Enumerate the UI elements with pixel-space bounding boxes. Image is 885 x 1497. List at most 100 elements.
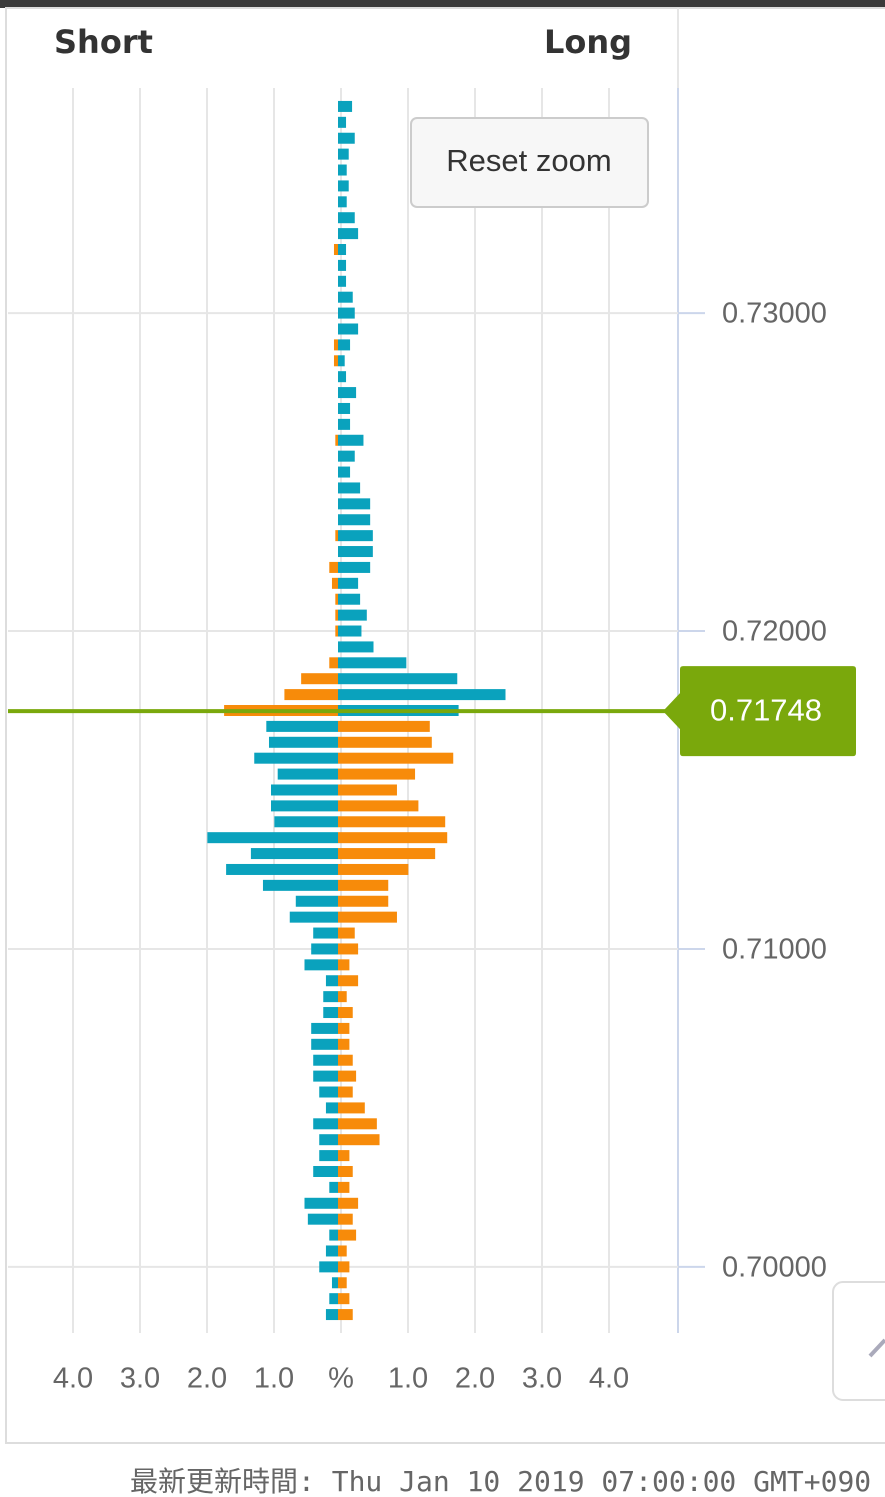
bar bbox=[338, 689, 506, 701]
bar bbox=[338, 593, 361, 605]
x-axis-label: % bbox=[328, 1363, 354, 1395]
bar bbox=[325, 1245, 338, 1257]
long-header: Long bbox=[544, 23, 632, 61]
bar bbox=[338, 1309, 353, 1321]
x-tick-label: 3.0 bbox=[120, 1363, 160, 1395]
bar bbox=[307, 1213, 338, 1225]
bar bbox=[338, 355, 345, 367]
bar bbox=[335, 609, 338, 621]
bar bbox=[338, 577, 359, 589]
bar bbox=[266, 720, 338, 732]
bar bbox=[335, 434, 338, 446]
side-button[interactable] bbox=[832, 1281, 885, 1401]
side-button-box[interactable] bbox=[832, 1281, 885, 1401]
y-tick-label: 0.73000 bbox=[722, 298, 827, 330]
bar bbox=[338, 927, 355, 939]
bar bbox=[333, 355, 338, 367]
bar bbox=[329, 1229, 338, 1241]
bar bbox=[301, 673, 338, 685]
bar bbox=[304, 1197, 338, 1209]
bar bbox=[338, 1165, 353, 1177]
x-tick-label: 1.0 bbox=[254, 1363, 294, 1395]
bar bbox=[338, 418, 351, 430]
bar bbox=[338, 879, 389, 891]
bar bbox=[338, 1181, 350, 1193]
button-box[interactable] bbox=[410, 117, 649, 208]
bar bbox=[338, 466, 351, 478]
bar bbox=[338, 1118, 377, 1130]
bar bbox=[254, 752, 338, 764]
x-tick-label: 1.0 bbox=[388, 1363, 428, 1395]
bar bbox=[338, 1245, 347, 1257]
bar bbox=[338, 1293, 350, 1305]
x-tick-label: 3.0 bbox=[522, 1363, 562, 1395]
bar bbox=[338, 387, 357, 399]
bar bbox=[329, 1181, 338, 1193]
bar bbox=[331, 577, 338, 589]
bar bbox=[338, 1150, 350, 1162]
bar bbox=[277, 768, 338, 780]
bar bbox=[271, 784, 338, 796]
bar bbox=[325, 1309, 338, 1321]
bar bbox=[338, 450, 355, 462]
bar bbox=[338, 148, 349, 160]
bar bbox=[274, 816, 338, 828]
bar bbox=[311, 943, 338, 955]
bar bbox=[338, 164, 347, 176]
bar bbox=[313, 1070, 338, 1082]
bar bbox=[338, 244, 347, 256]
bar bbox=[325, 1102, 338, 1114]
bar bbox=[338, 434, 364, 446]
bar bbox=[338, 259, 347, 271]
reset-zoom-button[interactable]: Reset zoom bbox=[410, 117, 649, 208]
bar bbox=[250, 848, 338, 860]
bar bbox=[335, 530, 338, 542]
bar bbox=[338, 180, 349, 192]
bar bbox=[338, 291, 353, 303]
bar bbox=[338, 371, 347, 383]
bar bbox=[295, 895, 338, 907]
bar bbox=[226, 863, 338, 875]
bar bbox=[338, 800, 419, 812]
bar bbox=[338, 275, 347, 287]
bar bbox=[289, 911, 338, 923]
bar bbox=[338, 911, 397, 923]
bar bbox=[284, 689, 338, 701]
bar bbox=[333, 339, 338, 351]
bar bbox=[338, 752, 454, 764]
bar bbox=[304, 959, 338, 971]
bar bbox=[338, 307, 355, 319]
bar bbox=[313, 1054, 338, 1066]
bar bbox=[338, 132, 355, 144]
bar bbox=[325, 975, 338, 987]
bar bbox=[329, 1293, 338, 1305]
bar bbox=[338, 625, 362, 637]
current-price-box bbox=[663, 666, 856, 757]
bar bbox=[329, 561, 338, 573]
bar bbox=[338, 991, 347, 1003]
short-header: Short bbox=[54, 23, 153, 61]
bar bbox=[271, 800, 338, 812]
bar bbox=[262, 879, 338, 891]
current-price-label: 0.71748 bbox=[710, 692, 822, 727]
bar bbox=[268, 736, 338, 748]
bar bbox=[338, 736, 432, 748]
bar bbox=[313, 927, 338, 939]
bar bbox=[338, 116, 347, 128]
bar bbox=[338, 1134, 380, 1146]
bar bbox=[338, 1070, 357, 1082]
bar bbox=[338, 1229, 357, 1241]
bar bbox=[338, 816, 446, 828]
footer: 最新更新時間: Thu Jan 10 2019 07:00:00 GMT+090 bbox=[130, 1465, 871, 1497]
bar bbox=[335, 625, 338, 637]
bar bbox=[338, 895, 389, 907]
bar bbox=[331, 1277, 338, 1289]
y-tick-label: 0.72000 bbox=[722, 616, 827, 648]
bar bbox=[338, 863, 409, 875]
bar bbox=[338, 1086, 353, 1098]
bar bbox=[207, 832, 338, 844]
bar bbox=[323, 1007, 338, 1019]
bar bbox=[311, 1022, 338, 1034]
button-label[interactable]: Reset zoom bbox=[446, 143, 611, 178]
